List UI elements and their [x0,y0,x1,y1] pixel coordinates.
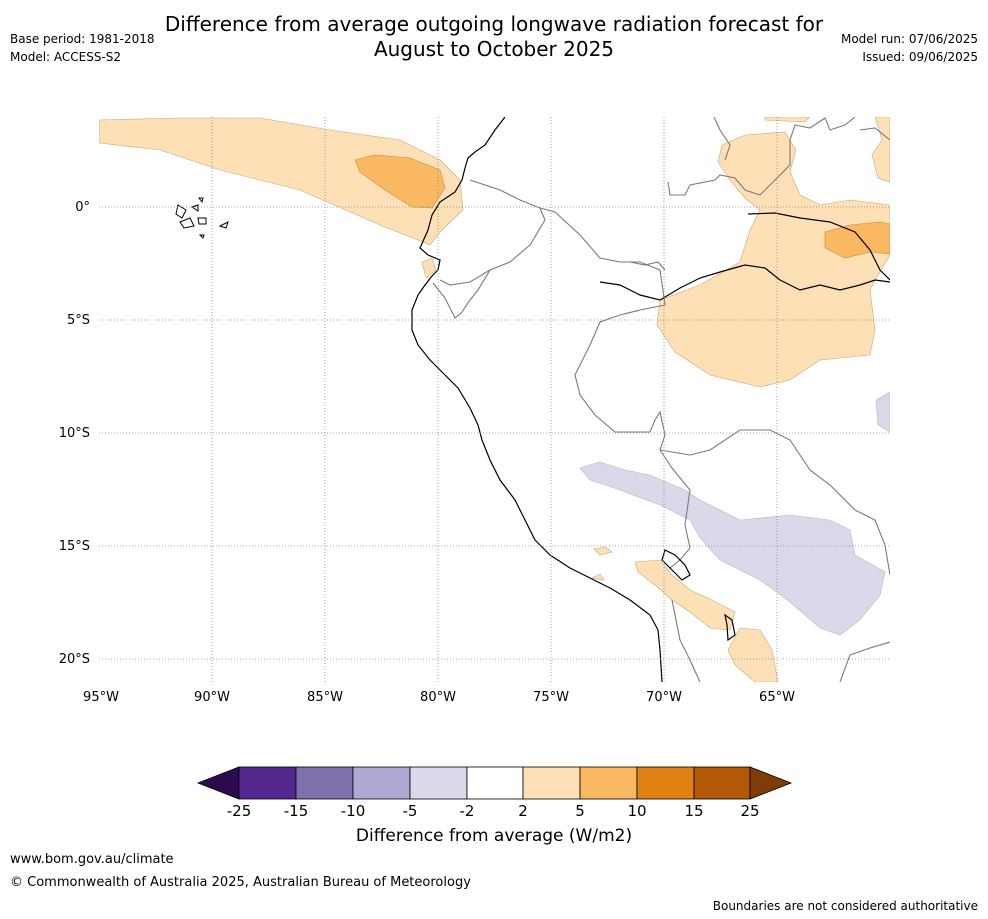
colorbar-tick-label: 2 [518,802,528,820]
anomaly-region-positive [591,573,605,581]
issued-date: Issued: 09/06/2025 [862,50,978,64]
colorbar-tick-label: -10 [341,802,366,820]
colorbar-label: Difference from average (W/m2) [355,826,633,846]
colorbar-swatch [295,766,354,800]
colorbar-extend-low [196,766,240,800]
anomaly-region-negative [875,391,890,433]
meta-left: Base period: 1981-2018 Model: ACCESS-S2 [10,30,155,66]
gridlines [99,117,890,682]
title-line-1: Difference from average outgoing longwav… [164,12,824,36]
anomaly-shading [99,117,890,682]
galapagos-islands [175,197,229,239]
lon-tick-label: 90°W [194,690,230,705]
lon-tick-label: 65°W [759,690,795,705]
colorbar-swatch [238,766,297,800]
footer-url: www.bom.gov.au/climate [10,852,174,867]
anomaly-region-positive [99,117,464,246]
anomaly-region-positive [727,627,779,682]
title-line-2: August to October 2025 [373,37,615,61]
map-area [99,117,890,682]
colorbar [196,766,793,800]
lon-tick-label: 75°W [533,690,569,705]
meta-right: Model run: 07/06/2025 Issued: 09/06/2025 [841,30,978,66]
colorbar-tick-label: -2 [460,802,475,820]
colorbar-tick-label: -25 [227,802,252,820]
anomaly-region-positive [421,257,437,279]
anomaly-region-positive [656,131,890,388]
colorbar-tick-label: -5 [403,802,418,820]
anomaly-region-positive [354,154,446,209]
colorbar-extend-high [749,766,793,800]
base-period: Base period: 1981-2018 [10,32,155,46]
lat-tick-label: 10°S [59,426,90,441]
model-name: Model: ACCESS-S2 [10,50,122,64]
lat-tick-label: 20°S [59,652,90,667]
anomaly-region-positive [824,221,890,259]
lon-tick-label: 80°W [420,690,456,705]
colorbar-swatch [693,766,751,800]
colorbar-swatch [636,766,695,800]
lat-tick-label: 0° [75,200,90,215]
colorbar-tick-labels: -25 -15 -10 -5 -2 2 5 10 15 25 [227,802,760,820]
country-boundaries [432,117,890,682]
colorbar-tick-label: 15 [684,802,703,820]
anomaly-region-positive [634,559,736,631]
footer-note: Boundaries are not considered authoritat… [712,899,978,913]
anomaly-region-negative [579,461,886,636]
lon-tick-label: 95°W [83,690,119,705]
lon-tick-label: 70°W [646,690,682,705]
lat-tick-labels: 0° 5°S 10°S 15°S 20°S [59,200,90,667]
map-title: Difference from average outgoing longwav… [0,12,988,62]
colorbar-tick-label: 25 [740,802,759,820]
anomaly-region-positive [593,546,613,556]
colorbar-swatch [409,766,468,800]
colorbar-tick-label: 10 [627,802,646,820]
lon-tick-label: 85°W [307,690,343,705]
lat-tick-label: 5°S [67,313,90,328]
colorbar-swatch [522,766,581,800]
colorbar-swatch [579,766,638,800]
model-run: Model run: 07/06/2025 [840,32,978,46]
colorbar-swatch [352,766,411,800]
lat-tick-label: 15°S [59,539,90,554]
lon-tick-labels: 95°W 90°W 85°W 80°W 75°W 70°W 65°W [83,690,795,705]
footer-copyright: © Commonwealth of Australia 2025, Austra… [10,875,471,890]
colorbar-tick-label: -15 [284,802,309,820]
anomaly-region-positive [764,117,811,123]
colorbar-swatch [466,766,524,800]
colorbar-tick-label: 5 [575,802,585,820]
anomaly-region-positive [871,117,890,183]
